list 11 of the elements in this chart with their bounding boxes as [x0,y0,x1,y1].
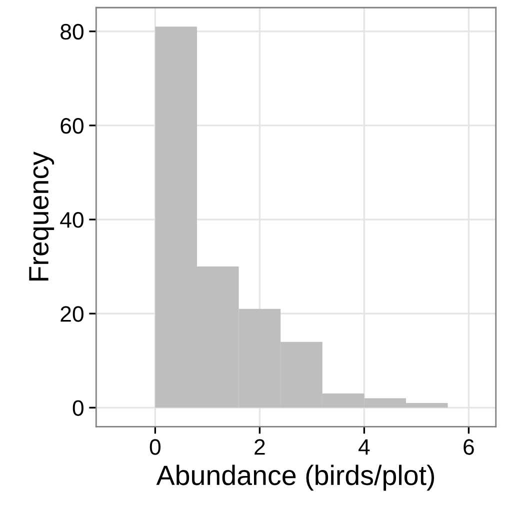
x-tick-label: 4 [358,439,370,455]
y-tick-label: 0 [72,400,84,416]
x-tick-label: 6 [464,439,474,455]
x-tick-label: 0 [150,439,160,455]
y-tick-label: 60 [60,118,84,134]
y-tick-label: 40 [60,212,84,228]
y-tick-label: 20 [60,306,84,322]
x-axis-title: Abundance (birds/plot) [156,464,434,491]
y-axis-title: Frequency [29,152,54,281]
y-tick-label: 80 [60,24,84,40]
x-tick-label: 2 [254,439,265,455]
